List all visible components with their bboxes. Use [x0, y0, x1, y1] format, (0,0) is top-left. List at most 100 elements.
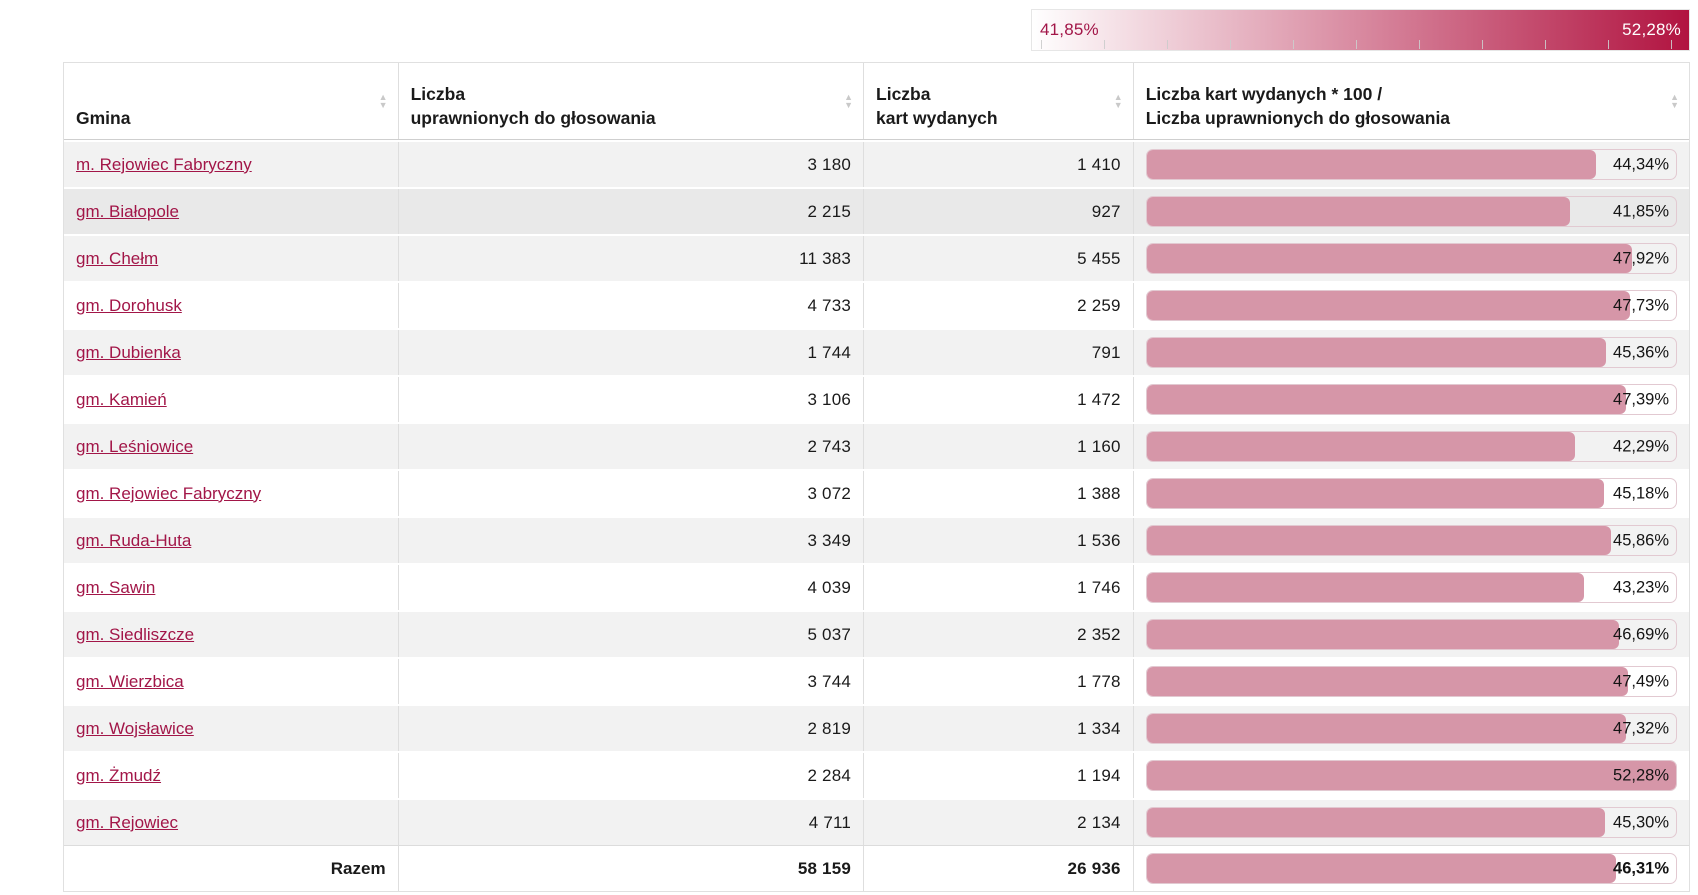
- legend-tick: [1104, 40, 1106, 49]
- gmina-link[interactable]: m. Rejowiec Fabryczny: [76, 154, 252, 174]
- bar-label: 47,32%: [1613, 719, 1669, 737]
- uprawnieni-cell: 4 711: [397, 800, 863, 845]
- legend-tick: [1293, 40, 1295, 49]
- legend-max-label: 52,28%: [1622, 20, 1681, 39]
- karty-cell: 1 778: [863, 659, 1133, 704]
- gmina-link[interactable]: gm. Siedliszcze: [76, 624, 195, 644]
- gmina-link[interactable]: gm. Wojsławice: [76, 718, 194, 738]
- table-header: Gmina ▲ ▼ Liczba uprawnionych do głosowan…: [64, 63, 1689, 140]
- karty-cell: 1 746: [863, 565, 1133, 610]
- gmina-link[interactable]: gm. Dubienka: [76, 342, 181, 362]
- bar-label: 44,34%: [1613, 155, 1669, 173]
- gmina-cell: gm. Ruda-Huta: [64, 518, 398, 563]
- gmina-link[interactable]: gm. Sawin: [76, 577, 156, 597]
- gmina-cell: gm. Wierzbica: [64, 659, 398, 704]
- bar-fill: [1146, 291, 1630, 320]
- bar-label: 46,69%: [1613, 625, 1669, 643]
- karty-cell: 1 160: [863, 424, 1133, 469]
- bar-cell: 45,86%: [1132, 518, 1689, 563]
- gmina-cell: gm. Żmudź: [64, 753, 398, 798]
- gmina-cell: gm. Rejowiec Fabryczny: [64, 471, 398, 516]
- bar-label: 42,29%: [1613, 437, 1669, 455]
- bar-track: 45,18%: [1145, 478, 1677, 509]
- bar-label: 47,49%: [1613, 672, 1669, 690]
- gmina-cell: gm. Chełm: [64, 236, 398, 281]
- table-row: m. Rejowiec Fabryczny 3 180 1 410 44,34%: [64, 140, 1689, 187]
- uprawnieni-cell: 11 383: [397, 236, 863, 281]
- bar-label: 45,18%: [1613, 484, 1669, 502]
- bar-label: 47,92%: [1613, 249, 1669, 267]
- bar-label: 47,73%: [1613, 296, 1669, 314]
- gmina-link[interactable]: gm. Wierzbica: [76, 671, 184, 691]
- bar-track: 46,31%: [1145, 853, 1677, 884]
- sort-arrows-icon: ▲ ▼: [844, 92, 854, 110]
- bar-cell: 47,32%: [1132, 706, 1689, 751]
- table-body: m. Rejowiec Fabryczny 3 180 1 410 44,34%…: [64, 140, 1689, 845]
- bar-cell: 47,49%: [1132, 659, 1689, 704]
- bar-cell: 47,73%: [1132, 283, 1689, 328]
- uprawnieni-cell: 5 037: [397, 612, 863, 657]
- bar-cell: 45,36%: [1132, 330, 1689, 375]
- gmina-cell: gm. Sawin: [64, 565, 398, 610]
- gmina-cell: gm. Siedliszcze: [64, 612, 398, 657]
- gmina-cell: gm. Kamień: [64, 377, 398, 422]
- legend-tick: [1230, 40, 1232, 49]
- column-header-gmina[interactable]: Gmina ▲ ▼: [64, 63, 398, 139]
- column-header-frekwencja[interactable]: Liczba kart wydanych * 100 / Liczba upra…: [1132, 63, 1689, 139]
- karty-cell: 1 536: [863, 518, 1133, 563]
- table-row: gm. Ruda-Huta 3 349 1 536 45,86%: [64, 516, 1689, 563]
- bar-label: 43,23%: [1613, 578, 1669, 596]
- bar-track: 43,23%: [1145, 572, 1677, 603]
- gmina-cell: gm. Dubienka: [64, 330, 398, 375]
- bar-track: 47,32%: [1145, 713, 1677, 744]
- gmina-link[interactable]: gm. Leśniowice: [76, 436, 194, 456]
- uprawnieni-cell: 2 215: [397, 189, 863, 234]
- bar-fill: [1146, 385, 1627, 414]
- karty-cell: 1 334: [863, 706, 1133, 751]
- legend-tick: [1608, 40, 1610, 49]
- table-row: gm. Rejowiec Fabryczny 3 072 1 388 45,18…: [64, 469, 1689, 516]
- uprawnieni-cell: 2 743: [397, 424, 863, 469]
- table-row: gm. Leśniowice 2 743 1 160 42,29%: [64, 422, 1689, 469]
- karty-cell: 5 455: [863, 236, 1133, 281]
- table-row: gm. Białopole 2 215 927 41,85%: [64, 187, 1689, 234]
- gmina-link[interactable]: gm. Kamień: [76, 389, 167, 409]
- gmina-link[interactable]: gm. Rejowiec: [76, 812, 179, 832]
- column-header-karty[interactable]: Liczba kart wydanych ▲ ▼: [863, 63, 1133, 139]
- table-row: gm. Wojsławice 2 819 1 334 47,32%: [64, 704, 1689, 751]
- gmina-cell: gm. Wojsławice: [64, 706, 398, 751]
- table-row: gm. Wierzbica 3 744 1 778 47,49%: [64, 657, 1689, 704]
- gmina-link[interactable]: gm. Białopole: [76, 201, 180, 221]
- table-row: gm. Siedliszcze 5 037 2 352 46,69%: [64, 610, 1689, 657]
- uprawnieni-cell: 3 349: [397, 518, 863, 563]
- bar-label: 52,28%: [1613, 766, 1669, 784]
- bar-fill: [1146, 854, 1616, 883]
- bar-fill: [1146, 808, 1606, 837]
- gmina-link[interactable]: gm. Chełm: [76, 248, 159, 268]
- table-row: gm. Żmudź 2 284 1 194 52,28%: [64, 751, 1689, 798]
- table-row: gm. Chełm 11 383 5 455 47,92%: [64, 234, 1689, 281]
- bar-track: 41,85%: [1145, 196, 1677, 227]
- gmina-link[interactable]: gm. Dorohusk: [76, 295, 182, 315]
- bar-fill: [1146, 432, 1575, 461]
- uprawnieni-cell: 3 106: [397, 377, 863, 422]
- total-uprawnieni-value: 58 159: [397, 846, 863, 891]
- total-row: Razem 58 159 26 936 46,31%: [64, 845, 1689, 891]
- gmina-link[interactable]: gm. Żmudź: [76, 765, 162, 785]
- turnout-color-scale-legend: 41,85% 52,28%: [1031, 9, 1690, 51]
- bar-cell: 41,85%: [1132, 189, 1689, 234]
- legend-tick: [1419, 40, 1421, 49]
- gmina-link[interactable]: gm. Ruda-Huta: [76, 530, 192, 550]
- karty-cell: 1 410: [863, 142, 1133, 187]
- karty-cell: 791: [863, 330, 1133, 375]
- legend-tick: [1167, 40, 1169, 49]
- gmina-cell: gm. Białopole: [64, 189, 398, 234]
- column-header-uprawnieni[interactable]: Liczba uprawnionych do głosowania ▲ ▼: [397, 63, 864, 139]
- bar-fill: [1146, 479, 1605, 508]
- bar-fill: [1146, 620, 1620, 649]
- gmina-link[interactable]: gm. Rejowiec Fabryczny: [76, 483, 262, 503]
- gmina-cell: gm. Dorohusk: [64, 283, 398, 328]
- bar-cell: 52,28%: [1132, 753, 1689, 798]
- gmina-cell: m. Rejowiec Fabryczny: [64, 142, 398, 187]
- bar-track: 47,73%: [1145, 290, 1677, 321]
